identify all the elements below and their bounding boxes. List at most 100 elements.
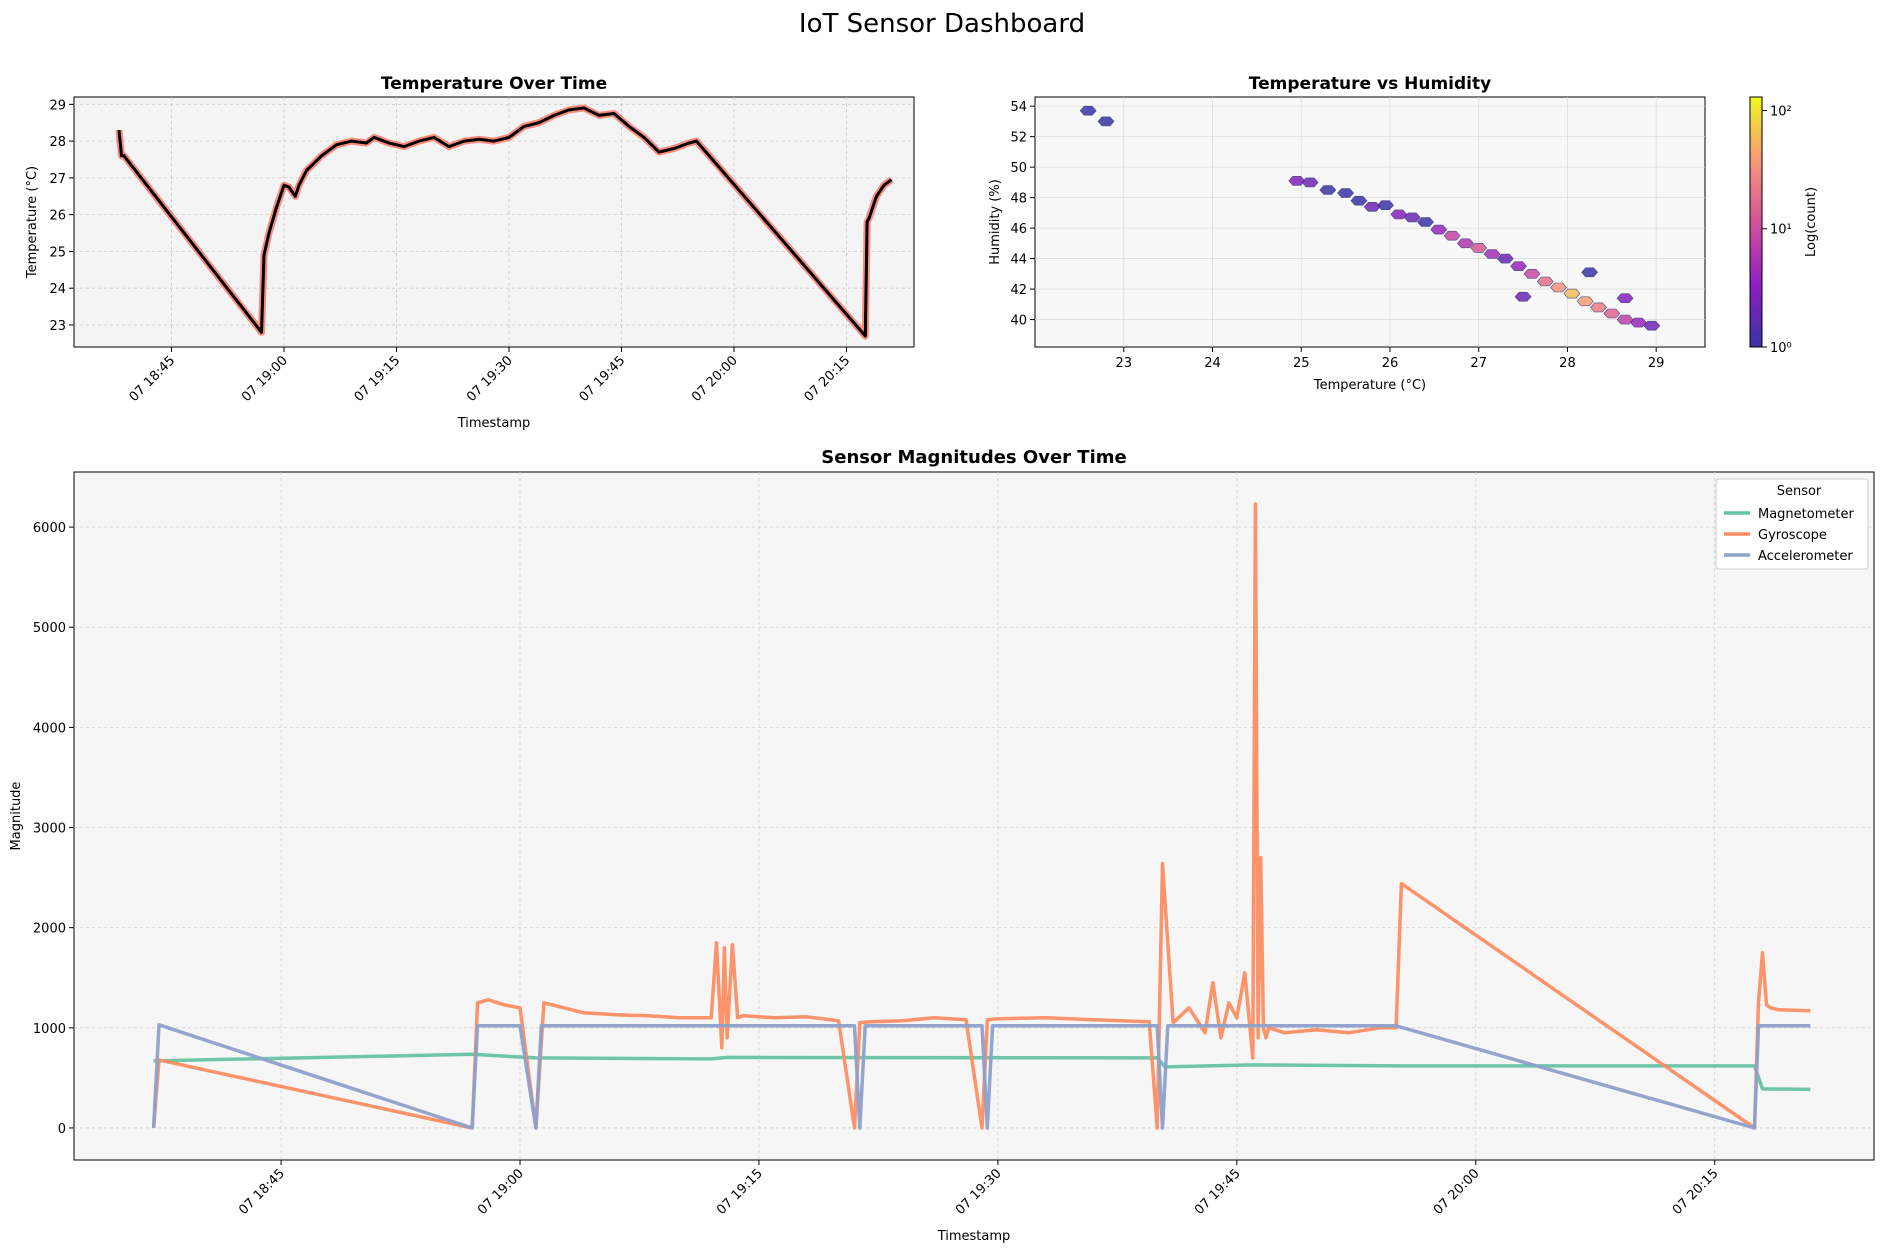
temp-humidity-x-axis-label: Temperature (°C) <box>1313 378 1426 393</box>
temperature-plot-area <box>73 96 915 348</box>
legend-label-magnetometer: Magnetometer <box>1758 507 1854 522</box>
temperature-x-tick-label: 07 19:00 <box>239 353 291 405</box>
colorbar-tick-label: 10² <box>1770 104 1792 119</box>
temperature-x-tick-label: 07 19:30 <box>464 353 516 405</box>
sensor-magnitudes-y-axis-label: Magnitude <box>9 782 24 851</box>
colorbar <box>1749 96 1763 348</box>
humidity-x-tick-label: 24 <box>1204 356 1221 371</box>
accelerometer-series-line <box>151 1023 1811 1130</box>
temp-humidity-chart: Temperature vs Humidity 23 24 25 26 27 28 29 40… <box>988 74 1819 393</box>
magnitude-y-tick-label: 4000 <box>33 721 66 736</box>
hexbin <box>1496 253 1514 264</box>
hexbin <box>1430 224 1448 235</box>
temperature-y-tick-label: 27 <box>49 172 66 187</box>
sensor-magnitudes-x-axis-label: Timestamp <box>937 1229 1011 1244</box>
colorbar-tick-label: 10¹ <box>1770 223 1792 238</box>
temperature-line <box>117 106 893 338</box>
hexbin <box>1350 195 1368 206</box>
hexbin <box>1523 268 1541 279</box>
hexbin <box>1079 105 1097 116</box>
hexbin <box>1097 116 1115 127</box>
magnitude-y-tick-label: 0 <box>58 1122 66 1137</box>
temperature-y-tick-label: 23 <box>49 319 66 334</box>
temperature-x-tick-label: 07 20:15 <box>802 353 854 405</box>
hexbin <box>1403 212 1421 223</box>
temperature-x-tick-label: 07 19:15 <box>352 353 404 405</box>
magnitude-x-tick-label: 07 19:15 <box>714 1166 766 1218</box>
sensor-magnitudes-plot-area <box>73 471 1875 1161</box>
temperature-y-tick-label: 28 <box>49 135 66 150</box>
temperature-x-tick-label: 07 18:45 <box>127 353 179 405</box>
temperature-y-tick-label: 25 <box>49 245 66 260</box>
legend-label-gyroscope: Gyroscope <box>1758 528 1827 543</box>
hexbin <box>1363 202 1381 212</box>
hexbin <box>1288 176 1306 186</box>
sensor-magnitudes-title: Sensor Magnitudes Over Time <box>821 447 1126 468</box>
temperature-y-axis-label: Temperature (°C) <box>25 166 40 279</box>
legend-label-accelerometer: Accelerometer <box>1758 549 1853 564</box>
magnitude-x-tick-label: 07 20:00 <box>1431 1166 1483 1218</box>
hexbin <box>1470 243 1488 253</box>
magnitude-x-tick-label: 07 19:45 <box>1192 1166 1244 1218</box>
temperature-x-axis-label: Timestamp <box>457 416 531 431</box>
hexbin <box>1590 302 1607 313</box>
magnitude-x-tick-label: 07 18:45 <box>236 1166 288 1218</box>
hexbin <box>1536 276 1554 287</box>
colorbar-tick-label: 10⁰ <box>1770 341 1792 356</box>
hexbin <box>1643 320 1661 331</box>
hexbin <box>1510 261 1528 272</box>
humidity-y-tick-label: 44 <box>1010 253 1027 268</box>
hexbin <box>1301 177 1319 188</box>
humidity-x-tick-label: 26 <box>1382 356 1399 371</box>
magnitude-y-tick-label: 1000 <box>33 1022 66 1037</box>
dashboard-title: IoT Sensor Dashboard <box>799 9 1085 39</box>
hexbin <box>1616 293 1634 304</box>
magnitude-y-tick-label: 3000 <box>33 822 66 837</box>
legend-box <box>1715 478 1869 570</box>
temperature-chart-title: Temperature Over Time <box>381 74 607 94</box>
magnitude-x-tick-label: 07 20:15 <box>1670 1166 1722 1218</box>
temperature-x-tick-label: 07 20:00 <box>689 353 741 405</box>
temperature-chart: Temperature Over Time 07 18:45 07 19:00 07… <box>25 74 915 431</box>
magnitude-y-tick-label: 6000 <box>33 521 66 536</box>
hexbin <box>1514 291 1532 302</box>
magnitude-x-tick-label: 07 19:00 <box>475 1166 527 1218</box>
humidity-x-tick-label: 28 <box>1559 356 1576 371</box>
hexbin <box>1319 185 1337 195</box>
humidity-x-tick-label: 29 <box>1648 356 1665 371</box>
hexbin <box>1337 188 1355 198</box>
sensor-magnitudes-chart: Sensor Magnitudes Over Time 07 18:45 07 1… <box>9 447 1875 1244</box>
humidity-y-tick-label: 48 <box>1010 192 1027 207</box>
magnitude-y-tick-label: 5000 <box>33 621 66 636</box>
hexbin <box>1563 288 1581 299</box>
humidity-y-tick-label: 54 <box>1010 100 1027 115</box>
legend-title: Sensor <box>1777 484 1822 499</box>
hexbin <box>1581 267 1599 278</box>
humidity-x-tick-label: 25 <box>1293 356 1310 371</box>
humidity-x-tick-label: 23 <box>1115 356 1132 371</box>
magnitude-x-tick-label: 07 19:30 <box>953 1166 1005 1218</box>
humidity-y-tick-label: 46 <box>1010 222 1027 237</box>
legend: Sensor Magnetometer Gyroscope Acceleromete… <box>1715 478 1869 570</box>
hexbin <box>1550 282 1568 293</box>
humidity-y-tick-label: 40 <box>1010 314 1027 329</box>
hexbin <box>1603 308 1621 319</box>
hexbin <box>1456 238 1474 249</box>
humidity-y-tick-label: 42 <box>1010 283 1027 298</box>
temperature-y-tick-label: 29 <box>49 98 66 113</box>
humidity-x-tick-label: 27 <box>1470 356 1487 371</box>
magnitude-y-tick-label: 2000 <box>33 922 66 937</box>
temp-humidity-chart-title: Temperature vs Humidity <box>1249 74 1491 94</box>
gyroscope-series-line <box>151 502 1811 1130</box>
temp-humidity-y-axis-label: Humidity (%) <box>988 179 1003 265</box>
humidity-y-tick-label: 50 <box>1010 161 1027 176</box>
temperature-y-tick-label: 26 <box>49 209 66 224</box>
hexbin <box>1417 217 1434 227</box>
temperature-x-tick-label: 07 19:45 <box>577 353 629 405</box>
hexbin <box>1377 200 1394 210</box>
colorbar-label: Log(count) <box>1804 187 1819 257</box>
temperature-y-tick-label: 24 <box>49 282 66 297</box>
hexbin <box>1576 296 1594 307</box>
hexbin <box>1443 230 1461 241</box>
humidity-y-tick-label: 52 <box>1010 131 1027 146</box>
